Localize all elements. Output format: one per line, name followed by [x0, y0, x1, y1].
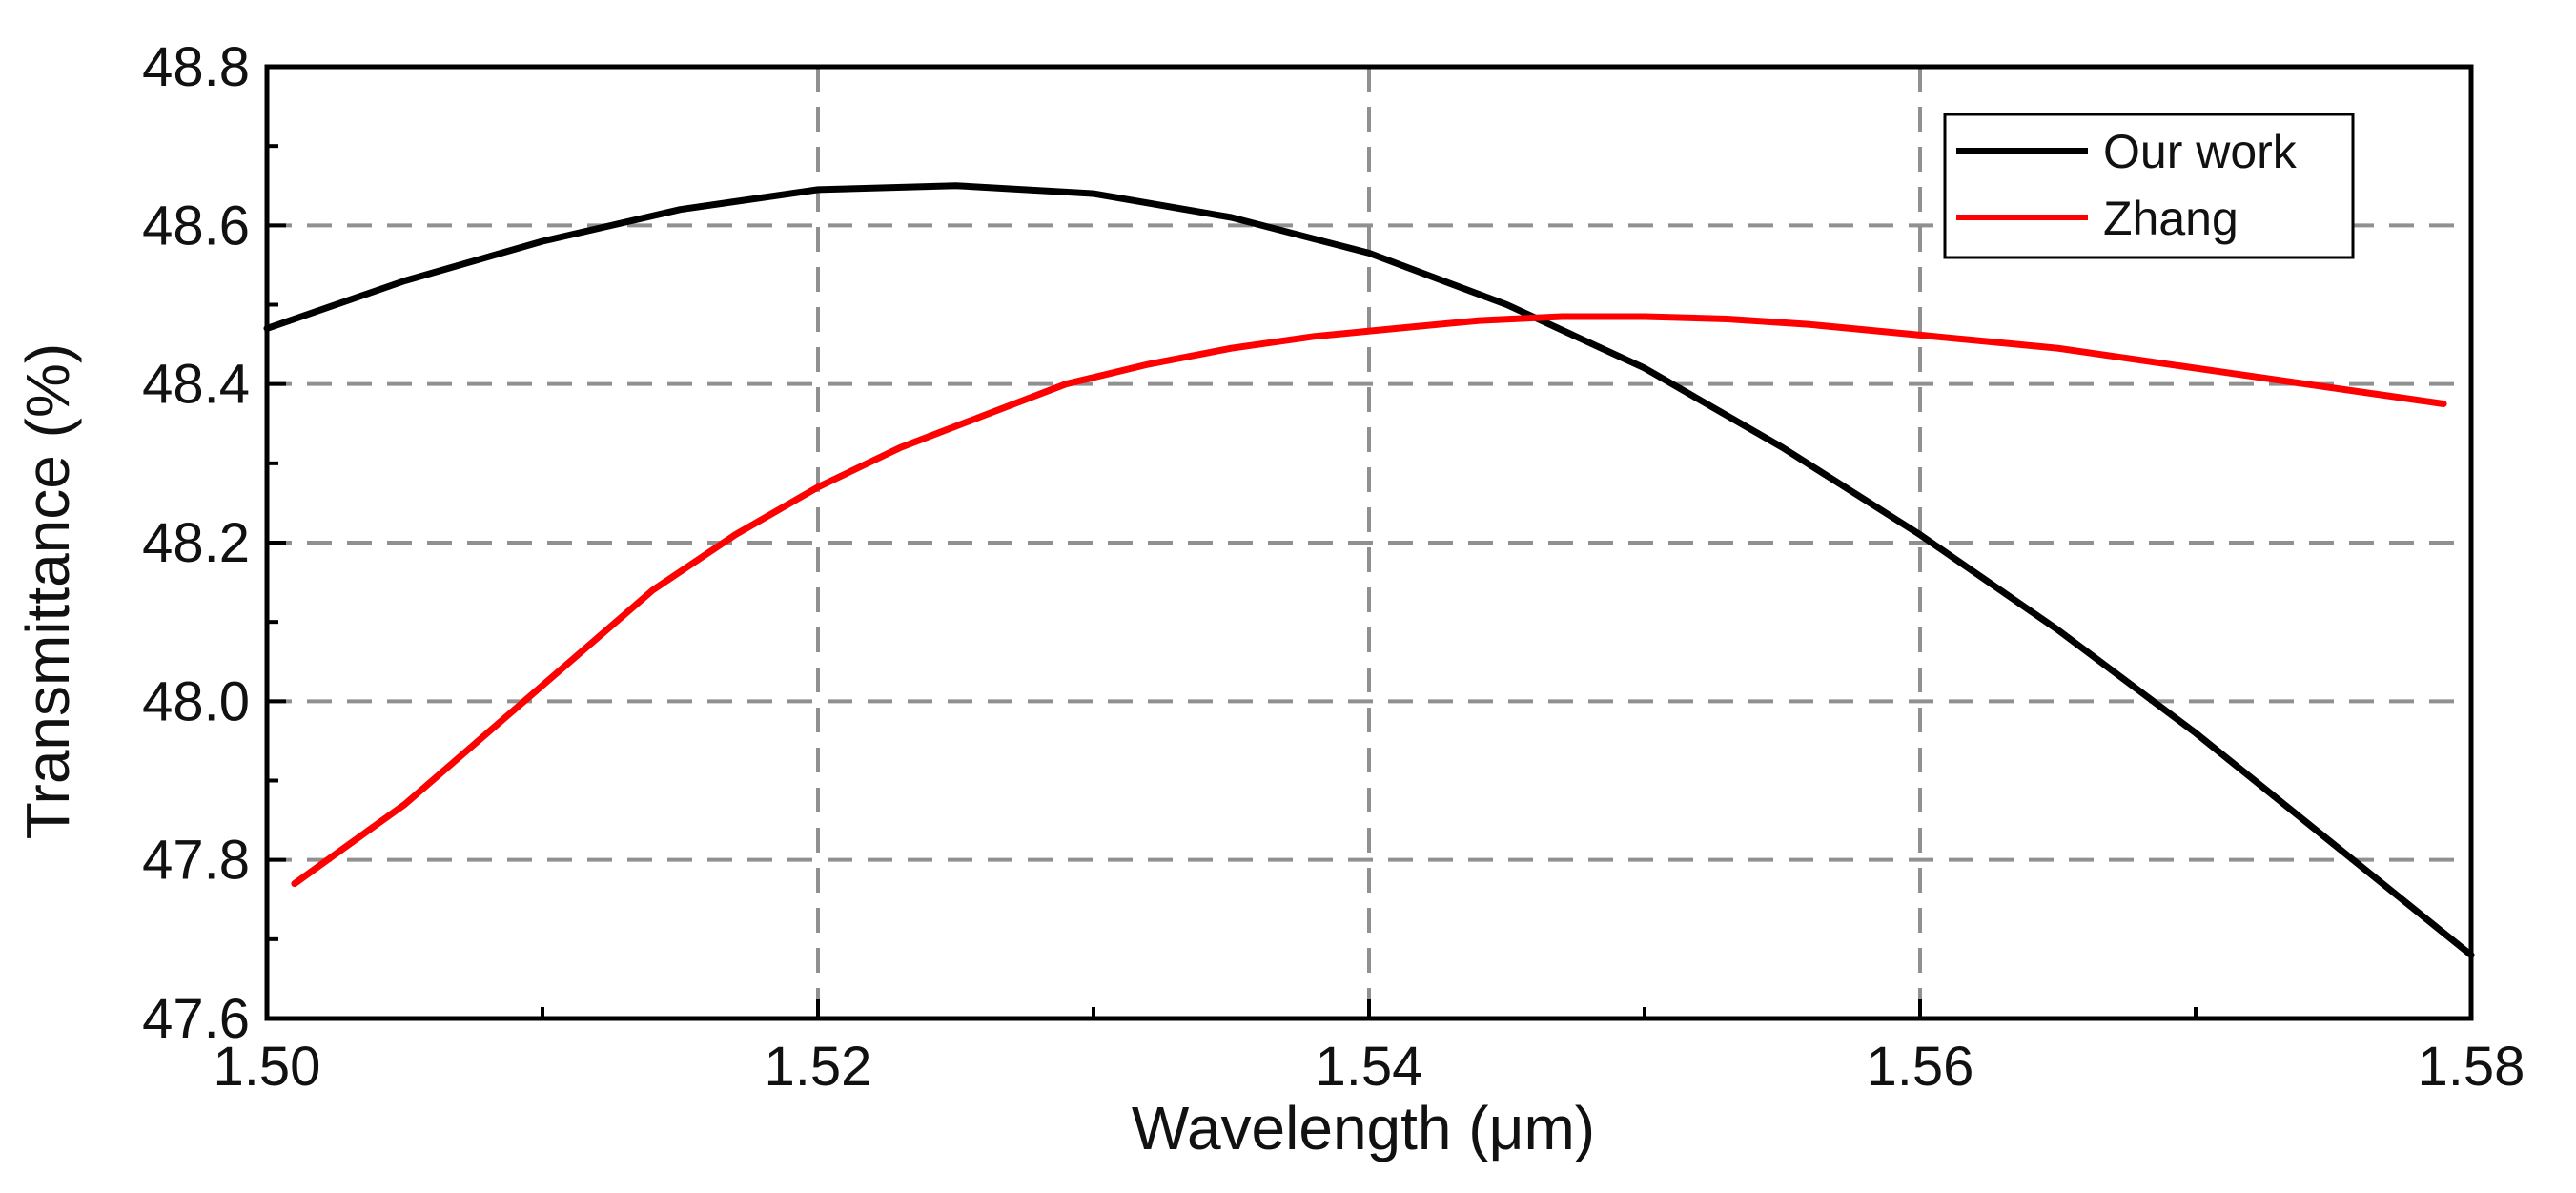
axes-layer: 1.50 1.52 1.54 1.56 1.58 47.6 47.8 48.0 48.2 48.4…: [142, 36, 2525, 1098]
y-tick-label-1: 47.8: [142, 830, 250, 892]
y-tick-label-0: 47.6: [142, 988, 250, 1050]
y-tick-label-4: 48.4: [142, 354, 250, 416]
series-line-1: [291, 313, 2447, 888]
x-tick-label-2: 1.54: [1316, 1036, 1423, 1098]
legend: Our work Zhang: [1943, 113, 2355, 259]
y-tick-label-6: 48.8: [142, 36, 250, 98]
series-line-0: [263, 182, 2475, 958]
x-tick-label-0: 1.50: [214, 1036, 321, 1098]
y-tick-label-3: 48.2: [142, 512, 250, 574]
x-tick-label-3: 1.56: [1867, 1036, 1974, 1098]
x-axis-title: Wavelength (μm): [1132, 1094, 1595, 1162]
y-axis-title: Transmittance (%): [13, 343, 82, 839]
y-tick-label-5: 48.6: [142, 195, 250, 257]
x-tick-label-4: 1.58: [2418, 1036, 2525, 1098]
x-tick-label-1: 1.52: [765, 1036, 872, 1098]
series-layer: [263, 182, 2475, 958]
legend-label-zhang: Zhang: [2103, 192, 2239, 245]
legend-box: [1943, 113, 2355, 259]
legend-label-our-work: Our work: [2103, 125, 2298, 178]
grid-layer: [267, 67, 2471, 1018]
y-tick-label-2: 48.0: [142, 670, 250, 732]
